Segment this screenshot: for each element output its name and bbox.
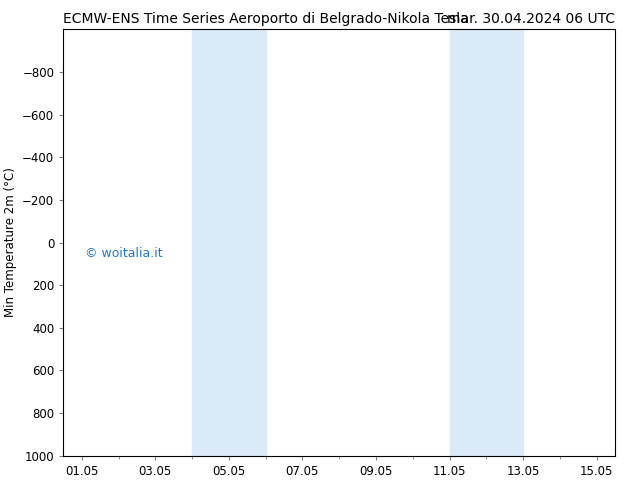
Text: mar. 30.04.2024 06 UTC: mar. 30.04.2024 06 UTC [447,12,615,26]
Text: © woitalia.it: © woitalia.it [86,246,163,260]
Y-axis label: Min Temperature 2m (°C): Min Temperature 2m (°C) [4,168,16,318]
Text: ECMW-ENS Time Series Aeroporto di Belgrado-Nikola Tesla: ECMW-ENS Time Series Aeroporto di Belgra… [63,12,469,26]
Bar [192,29,266,456]
Bar [450,29,523,456]
